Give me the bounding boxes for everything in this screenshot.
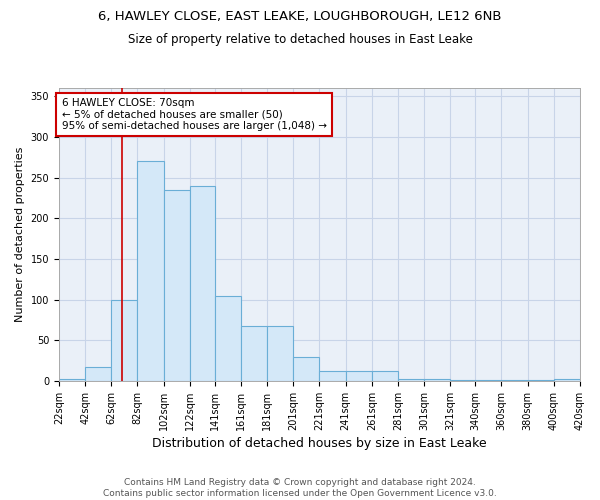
Bar: [398, 380, 424, 381]
Bar: [111, 300, 137, 381]
Text: 6 HAWLEY CLOSE: 70sqm
← 5% of detached houses are smaller (50)
95% of semi-detac: 6 HAWLEY CLOSE: 70sqm ← 5% of detached h…: [62, 98, 326, 131]
Bar: [267, 326, 293, 381]
Bar: [137, 161, 164, 381]
Bar: [241, 326, 267, 381]
Text: 6, HAWLEY CLOSE, EAST LEAKE, LOUGHBOROUGH, LE12 6NB: 6, HAWLEY CLOSE, EAST LEAKE, LOUGHBOROUG…: [98, 10, 502, 23]
Bar: [502, 380, 527, 381]
Bar: [527, 380, 554, 381]
Bar: [475, 380, 502, 381]
Bar: [59, 378, 85, 381]
Y-axis label: Number of detached properties: Number of detached properties: [15, 147, 25, 322]
Bar: [372, 371, 398, 381]
Text: Size of property relative to detached houses in East Leake: Size of property relative to detached ho…: [128, 32, 472, 46]
Bar: [451, 380, 475, 381]
Bar: [164, 190, 190, 381]
Bar: [554, 380, 580, 381]
Bar: [293, 358, 319, 381]
Bar: [190, 186, 215, 381]
Bar: [85, 367, 111, 381]
Bar: [319, 371, 346, 381]
X-axis label: Distribution of detached houses by size in East Leake: Distribution of detached houses by size …: [152, 437, 487, 450]
Bar: [346, 371, 372, 381]
Bar: [424, 380, 451, 381]
Text: Contains HM Land Registry data © Crown copyright and database right 2024.
Contai: Contains HM Land Registry data © Crown c…: [103, 478, 497, 498]
Bar: [215, 296, 241, 381]
